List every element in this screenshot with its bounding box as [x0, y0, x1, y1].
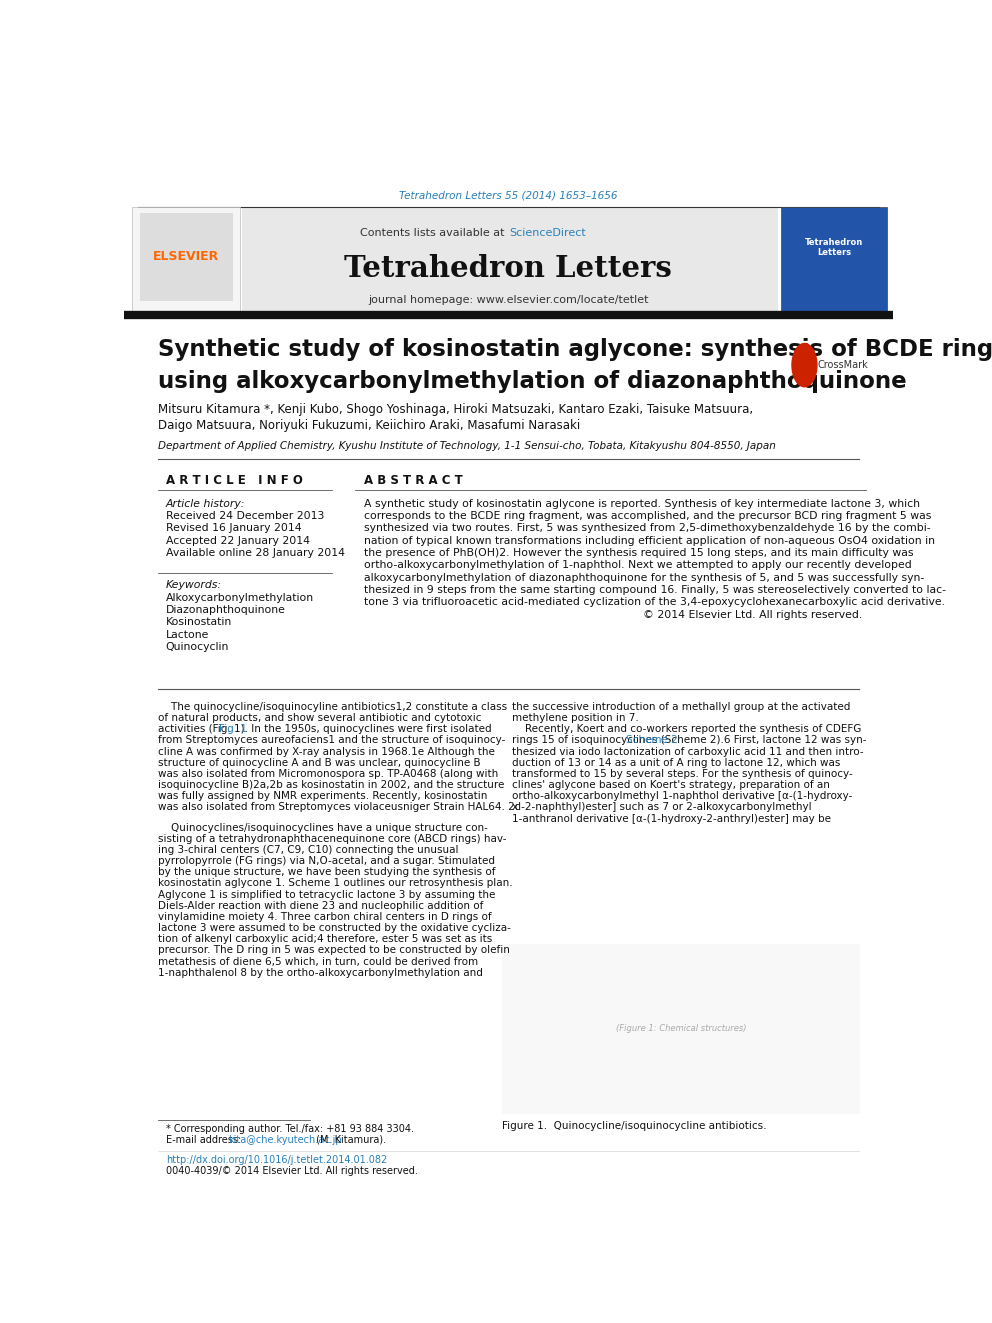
Text: 0040-4039/© 2014 Elsevier Ltd. All rights reserved.: 0040-4039/© 2014 Elsevier Ltd. All right…	[166, 1166, 418, 1176]
Text: Aglycone 1 is simplified to tetracyclic lactone 3 by assuming the: Aglycone 1 is simplified to tetracyclic …	[158, 889, 495, 900]
Text: Keywords:: Keywords:	[166, 581, 222, 590]
Text: http://dx.doi.org/10.1016/j.tetlet.2014.01.082: http://dx.doi.org/10.1016/j.tetlet.2014.…	[166, 1155, 387, 1164]
Text: was also isolated from Micromonospora sp. TP-A0468 (along with: was also isolated from Micromonospora sp…	[158, 769, 498, 779]
Text: was fully assigned by NMR experiments. Recently, kosinostatin: was fully assigned by NMR experiments. R…	[158, 791, 487, 802]
Text: tone 3 via trifluoroacetic acid-mediated cyclization of the 3,4-epoxycyclohexane: tone 3 via trifluoroacetic acid-mediated…	[364, 597, 945, 607]
Text: CrossMark: CrossMark	[817, 360, 868, 370]
Text: corresponds to the BCDE ring fragment, was accomplished, and the precursor BCD r: corresponds to the BCDE ring fragment, w…	[364, 511, 931, 521]
Text: A R T I C L E   I N F O: A R T I C L E I N F O	[166, 474, 303, 487]
Text: 1-anthranol derivative [α-(1-hydroxy-2-anthryl)ester] may be: 1-anthranol derivative [α-(1-hydroxy-2-a…	[512, 814, 830, 824]
Text: using alkoxycarbonylmethylation of diazonaphthoquinone: using alkoxycarbonylmethylation of diazo…	[158, 370, 907, 393]
Text: cline A was confirmed by X-ray analysis in 1968.1e Although the: cline A was confirmed by X-ray analysis …	[158, 746, 495, 757]
Text: duction of 13 or 14 as a unit of A ring to lactone 12, which was: duction of 13 or 14 as a unit of A ring …	[512, 758, 840, 767]
Text: was also isolated from Streptomyces violaceusniger Strain HAL64. 2c: was also isolated from Streptomyces viol…	[158, 803, 521, 812]
Bar	[140, 213, 232, 302]
Bar	[782, 208, 887, 312]
Text: Article history:: Article history:	[166, 499, 245, 509]
Text: Recently, Koert and co-workers reported the synthesis of CDEFG: Recently, Koert and co-workers reported …	[512, 724, 861, 734]
Text: ELSEVIER: ELSEVIER	[153, 250, 219, 263]
Text: transformed to 15 by several steps. For the synthesis of quinocy-: transformed to 15 by several steps. For …	[512, 769, 852, 779]
Text: Diazonaphthoquinone: Diazonaphthoquinone	[166, 605, 286, 615]
Text: methylene position in 7.: methylene position in 7.	[512, 713, 638, 724]
Text: Tetrahedron
Letters: Tetrahedron Letters	[805, 238, 863, 257]
Text: E-mail address:: E-mail address:	[166, 1135, 244, 1144]
Text: metathesis of diene 6,5 which, in turn, could be derived from: metathesis of diene 6,5 which, in turn, …	[158, 957, 478, 967]
Text: Figure 1.  Quinocycline/isoquinocycline antibiotics.: Figure 1. Quinocycline/isoquinocycline a…	[502, 1121, 767, 1131]
Text: from Streptomyces aureofaciens1 and the structure of isoquinocy-: from Streptomyces aureofaciens1 and the …	[158, 736, 506, 745]
Text: structure of quinocycline A and B was unclear, quinocycline B: structure of quinocycline A and B was un…	[158, 758, 481, 767]
Text: Lactone: Lactone	[166, 630, 209, 639]
Text: Quinocyclin: Quinocyclin	[166, 642, 229, 652]
Text: clines' aglycone based on Koert's strategy, preparation of an: clines' aglycone based on Koert's strate…	[512, 781, 829, 790]
Text: Available online 28 January 2014: Available online 28 January 2014	[166, 548, 345, 558]
Text: nation of typical known transformations including efficient application of non-a: nation of typical known transformations …	[364, 536, 935, 545]
Text: xl-2-naphthyl)ester] such as 7 or 2-alkoxycarbonylmethyl: xl-2-naphthyl)ester] such as 7 or 2-alko…	[512, 803, 811, 812]
Text: Tetrahedron Letters: Tetrahedron Letters	[344, 254, 673, 283]
Text: thesized in 9 steps from the same starting compound 16. Finally, 5 was stereosel: thesized in 9 steps from the same starti…	[364, 585, 946, 595]
Text: isoquinocycline B)2a,2b as kosinostatin in 2002, and the structure: isoquinocycline B)2a,2b as kosinostatin …	[158, 781, 505, 790]
Text: Kosinostatin: Kosinostatin	[166, 618, 232, 627]
Text: synthesized via two routes. First, 5 was synthesized from 2,5-dimethoxybenzaldeh: synthesized via two routes. First, 5 was…	[364, 524, 930, 533]
Text: A synthetic study of kosinostatin aglycone is reported. Synthesis of key interme: A synthetic study of kosinostatin aglyco…	[364, 499, 921, 509]
Text: kita@che.kyutech.ac.jp: kita@che.kyutech.ac.jp	[228, 1135, 341, 1144]
Text: activities (Fig. 1). In the 1950s, quinocyclines were first isolated: activities (Fig. 1). In the 1950s, quino…	[158, 724, 492, 734]
Text: (Figure 1: Chemical structures): (Figure 1: Chemical structures)	[616, 1024, 746, 1033]
Text: ing 3-chiral centers (C7, C9, C10) connecting the unusual: ing 3-chiral centers (C7, C9, C10) conne…	[158, 845, 458, 855]
Text: kosinostatin aglycone 1. Scheme 1 outlines our retrosynthesis plan.: kosinostatin aglycone 1. Scheme 1 outlin…	[158, 878, 513, 889]
Text: alkoxycarbonylmethylation of diazonaphthoquinone for the synthesis of 5, and 5 w: alkoxycarbonylmethylation of diazonaphth…	[364, 573, 925, 582]
Text: ortho-alkoxycarbonylmethylation of 1-naphthol. Next we attempted to apply our re: ortho-alkoxycarbonylmethylation of 1-nap…	[364, 561, 912, 570]
Bar	[502, 945, 860, 1114]
Text: Fig. 1: Fig. 1	[218, 724, 247, 734]
Text: Tetrahedron Letters 55 (2014) 1653–1656: Tetrahedron Letters 55 (2014) 1653–1656	[399, 191, 618, 201]
Text: sisting of a tetrahydronaphthacenequinone core (ABCD rings) hav-: sisting of a tetrahydronaphthacenequinon…	[158, 833, 507, 844]
Text: 1-naphthalenol 8 by the ortho-alkoxycarbonylmethylation and: 1-naphthalenol 8 by the ortho-alkoxycarb…	[158, 967, 483, 978]
Text: thesized via iodo lactonization of carboxylic acid 11 and then intro-: thesized via iodo lactonization of carbo…	[512, 746, 863, 757]
Text: the successive introduction of a methallyl group at the activated: the successive introduction of a methall…	[512, 703, 850, 712]
Text: Diels-Alder reaction with diene 23 and nucleophilic addition of: Diels-Alder reaction with diene 23 and n…	[158, 901, 483, 910]
Text: Mitsuru Kitamura *, Kenji Kubo, Shogo Yoshinaga, Hiroki Matsuzaki, Kantaro Ezaki: Mitsuru Kitamura *, Kenji Kubo, Shogo Yo…	[158, 402, 753, 415]
Text: Synthetic study of kosinostatin aglycone: synthesis of BCDE rings: Synthetic study of kosinostatin aglycone…	[158, 339, 992, 361]
Text: tion of alkenyl carboxylic acid;4 therefore, ester 5 was set as its: tion of alkenyl carboxylic acid;4 theref…	[158, 934, 492, 945]
Text: ortho-alkoxycarbonylmethyl 1-naphthol derivative [α-(1-hydroxy-: ortho-alkoxycarbonylmethyl 1-naphthol de…	[512, 791, 852, 802]
Text: Daigo Matsuura, Noriyuki Fukuzumi, Keiichiro Araki, Masafumi Narasaki: Daigo Matsuura, Noriyuki Fukuzumi, Keiic…	[158, 418, 580, 431]
Text: by the unique structure, we have been studying the synthesis of: by the unique structure, we have been st…	[158, 868, 496, 877]
Text: © 2014 Elsevier Ltd. All rights reserved.: © 2014 Elsevier Ltd. All rights reserved…	[643, 610, 862, 619]
Text: Scheme 2: Scheme 2	[626, 736, 678, 745]
Text: rings 15 of isoquinocyclines (Scheme 2).6 First, lactone 12 was syn-: rings 15 of isoquinocyclines (Scheme 2).…	[512, 736, 866, 745]
Text: Contents lists available at: Contents lists available at	[360, 229, 509, 238]
Text: ScienceDirect: ScienceDirect	[509, 229, 586, 238]
Text: Revised 16 January 2014: Revised 16 January 2014	[166, 524, 302, 533]
Ellipse shape	[792, 343, 817, 388]
Text: vinylamidine moiety 4. Three carbon chiral centers in D rings of: vinylamidine moiety 4. Three carbon chir…	[158, 912, 492, 922]
Text: lactone 3 were assumed to be constructed by the oxidative cycliza-: lactone 3 were assumed to be constructed…	[158, 923, 511, 933]
Bar	[132, 208, 240, 312]
Text: journal homepage: www.elsevier.com/locate/tetlet: journal homepage: www.elsevier.com/locat…	[368, 295, 649, 306]
Text: pyrrolopyrrole (FG rings) via N,O-acetal, and a sugar. Stimulated: pyrrolopyrrole (FG rings) via N,O-acetal…	[158, 856, 495, 867]
Text: Alkoxycarbonylmethylation: Alkoxycarbonylmethylation	[166, 593, 314, 603]
Text: Accepted 22 January 2014: Accepted 22 January 2014	[166, 536, 310, 545]
Text: Quinocyclines/isoquinocyclines have a unique structure con-: Quinocyclines/isoquinocyclines have a un…	[158, 823, 488, 832]
Bar	[242, 208, 778, 312]
Text: The quinocycline/isoquinocyline antibiotics1,2 constitute a class: The quinocycline/isoquinocyline antibiot…	[158, 703, 507, 712]
Text: A B S T R A C T: A B S T R A C T	[364, 474, 463, 487]
Text: (M. Kitamura).: (M. Kitamura).	[313, 1135, 386, 1144]
Text: Department of Applied Chemistry, Kyushu Institute of Technology, 1-1 Sensui-cho,: Department of Applied Chemistry, Kyushu …	[158, 441, 776, 451]
Text: * Corresponding author. Tel./fax: +81 93 884 3304.: * Corresponding author. Tel./fax: +81 93…	[166, 1125, 414, 1134]
Text: precursor. The D ring in 5 was expected to be constructed by olefin: precursor. The D ring in 5 was expected …	[158, 946, 510, 955]
Text: the presence of PhB(OH)2. However the synthesis required 15 long steps, and its : the presence of PhB(OH)2. However the sy…	[364, 548, 914, 558]
Text: Received 24 December 2013: Received 24 December 2013	[166, 511, 324, 521]
Text: of natural products, and show several antibiotic and cytotoxic: of natural products, and show several an…	[158, 713, 481, 724]
